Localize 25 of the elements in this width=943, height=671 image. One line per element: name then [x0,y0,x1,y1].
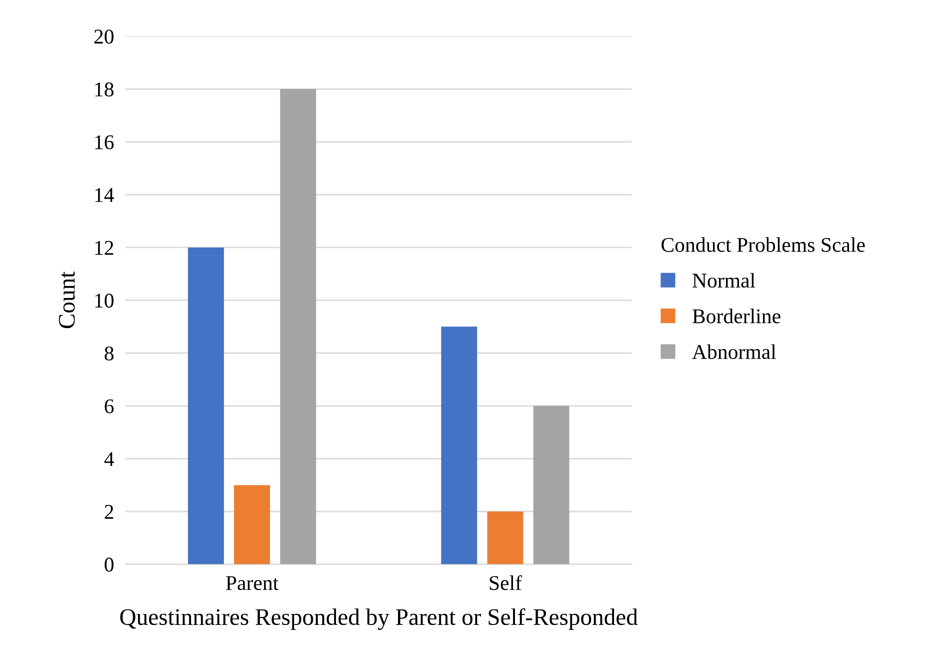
y-tick-label: 16 [95,135,114,150]
y-tick-label: 14 [95,188,114,202]
y-axis-title: Count [58,272,75,328]
legend-label: Abnormal [692,344,776,360]
bar [234,485,270,564]
y-tick-label: 20 [94,30,114,44]
legend-label: Normal [692,272,756,288]
bar [487,512,524,564]
legend-label: Borderline [692,308,780,324]
bar [441,326,478,564]
bar [188,247,224,564]
y-tick-label: 8 [104,346,114,361]
y-tick-label: 18 [95,82,114,96]
bar [533,406,570,564]
y-tick-label: 4 [104,452,114,466]
y-tick-label: 6 [104,399,114,414]
x-tick-label: Self [490,575,522,590]
legend-title: Conduct Problems Scale [662,237,865,252]
x-axis-title: Questinnaires Responded by Parent or Self-Responded [120,608,638,630]
y-tick-label: 12 [95,240,114,255]
bar [280,89,316,564]
y-tick-label: 2 [104,504,114,519]
y-tick-label: 10 [95,294,114,308]
x-tick-label: Parent [226,576,279,590]
y-tick-label: 0 [104,558,114,572]
